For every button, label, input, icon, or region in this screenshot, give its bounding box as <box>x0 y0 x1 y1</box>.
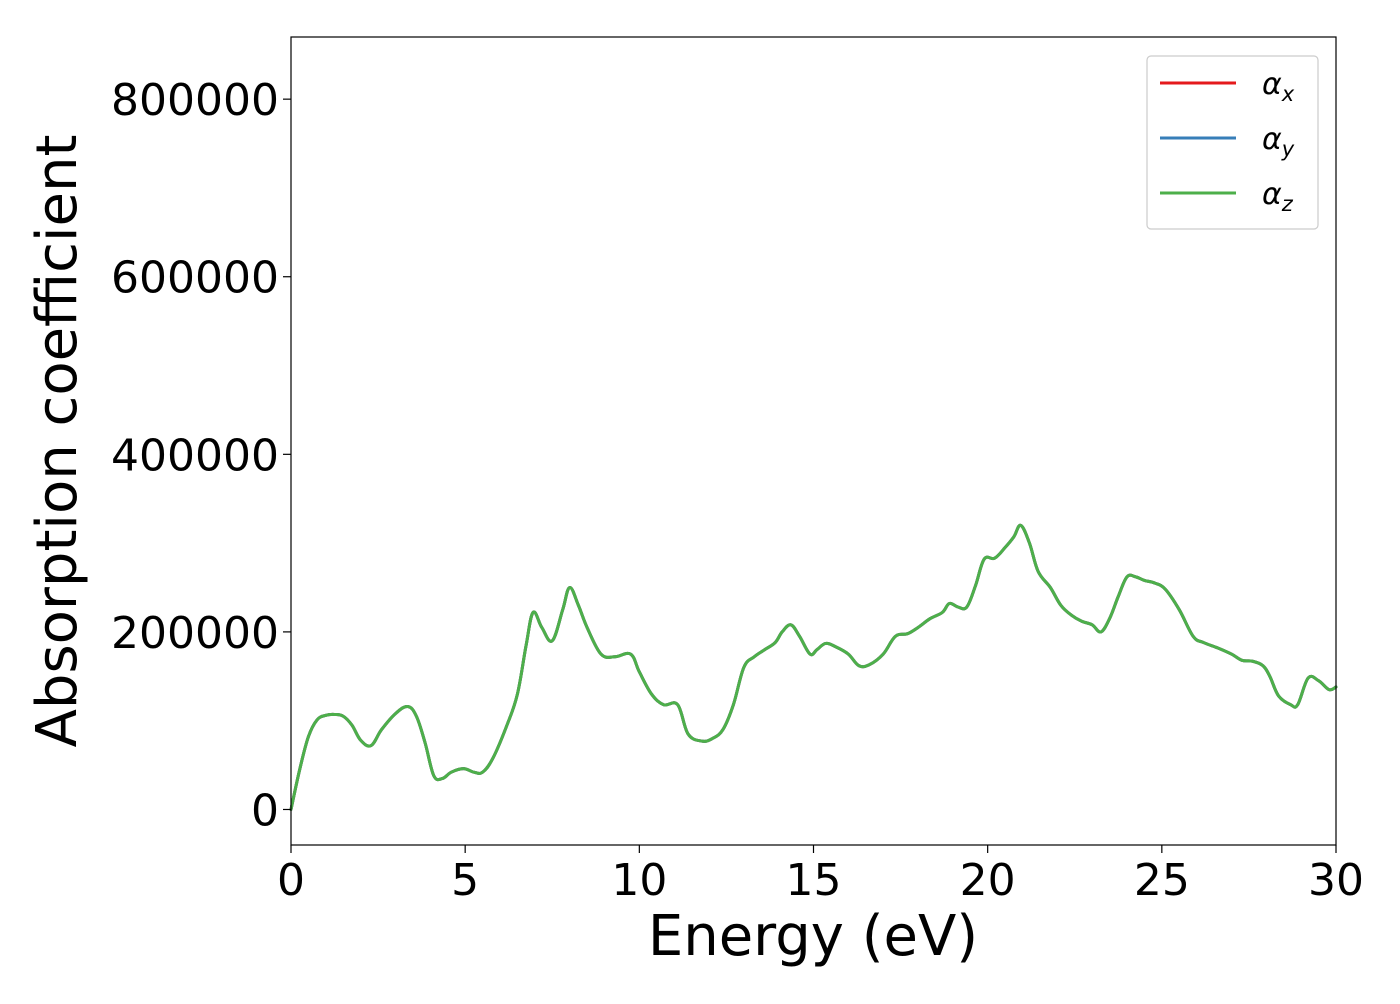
x-tick-label: 0 <box>277 855 305 906</box>
x-axis-label: Energy (eV) <box>648 904 978 969</box>
y-tick-label: 200000 <box>111 608 279 659</box>
y-tick-label: 600000 <box>111 253 279 304</box>
x-tick-label: 25 <box>1134 855 1190 906</box>
y-axis-ticks: 0 200000 400000 600000 800000 <box>111 75 291 836</box>
series-layer <box>289 523 1338 811</box>
series-line-z <box>289 523 1338 811</box>
legend-label-y: αy <box>1262 122 1295 161</box>
x-axis-ticks: 0 5 10 15 20 25 30 <box>277 845 1364 906</box>
legend: αx αy αz <box>1146 55 1319 230</box>
x-tick-label: 30 <box>1308 855 1364 906</box>
y-tick-label: 0 <box>251 785 279 836</box>
legend-label-z: αz <box>1262 177 1294 216</box>
legend-box <box>1146 55 1319 230</box>
y-tick-label: 400000 <box>111 430 279 481</box>
x-tick-label: 10 <box>611 855 667 906</box>
y-tick-label: 800000 <box>111 75 279 126</box>
y-axis-label: Absorption coefficient <box>25 135 90 748</box>
series-line-y <box>289 523 1338 811</box>
x-tick-label: 5 <box>451 855 479 906</box>
x-tick-label: 15 <box>786 855 842 906</box>
series-line-x <box>289 523 1338 811</box>
legend-label-x: αx <box>1262 67 1295 106</box>
x-tick-label: 20 <box>960 855 1016 906</box>
